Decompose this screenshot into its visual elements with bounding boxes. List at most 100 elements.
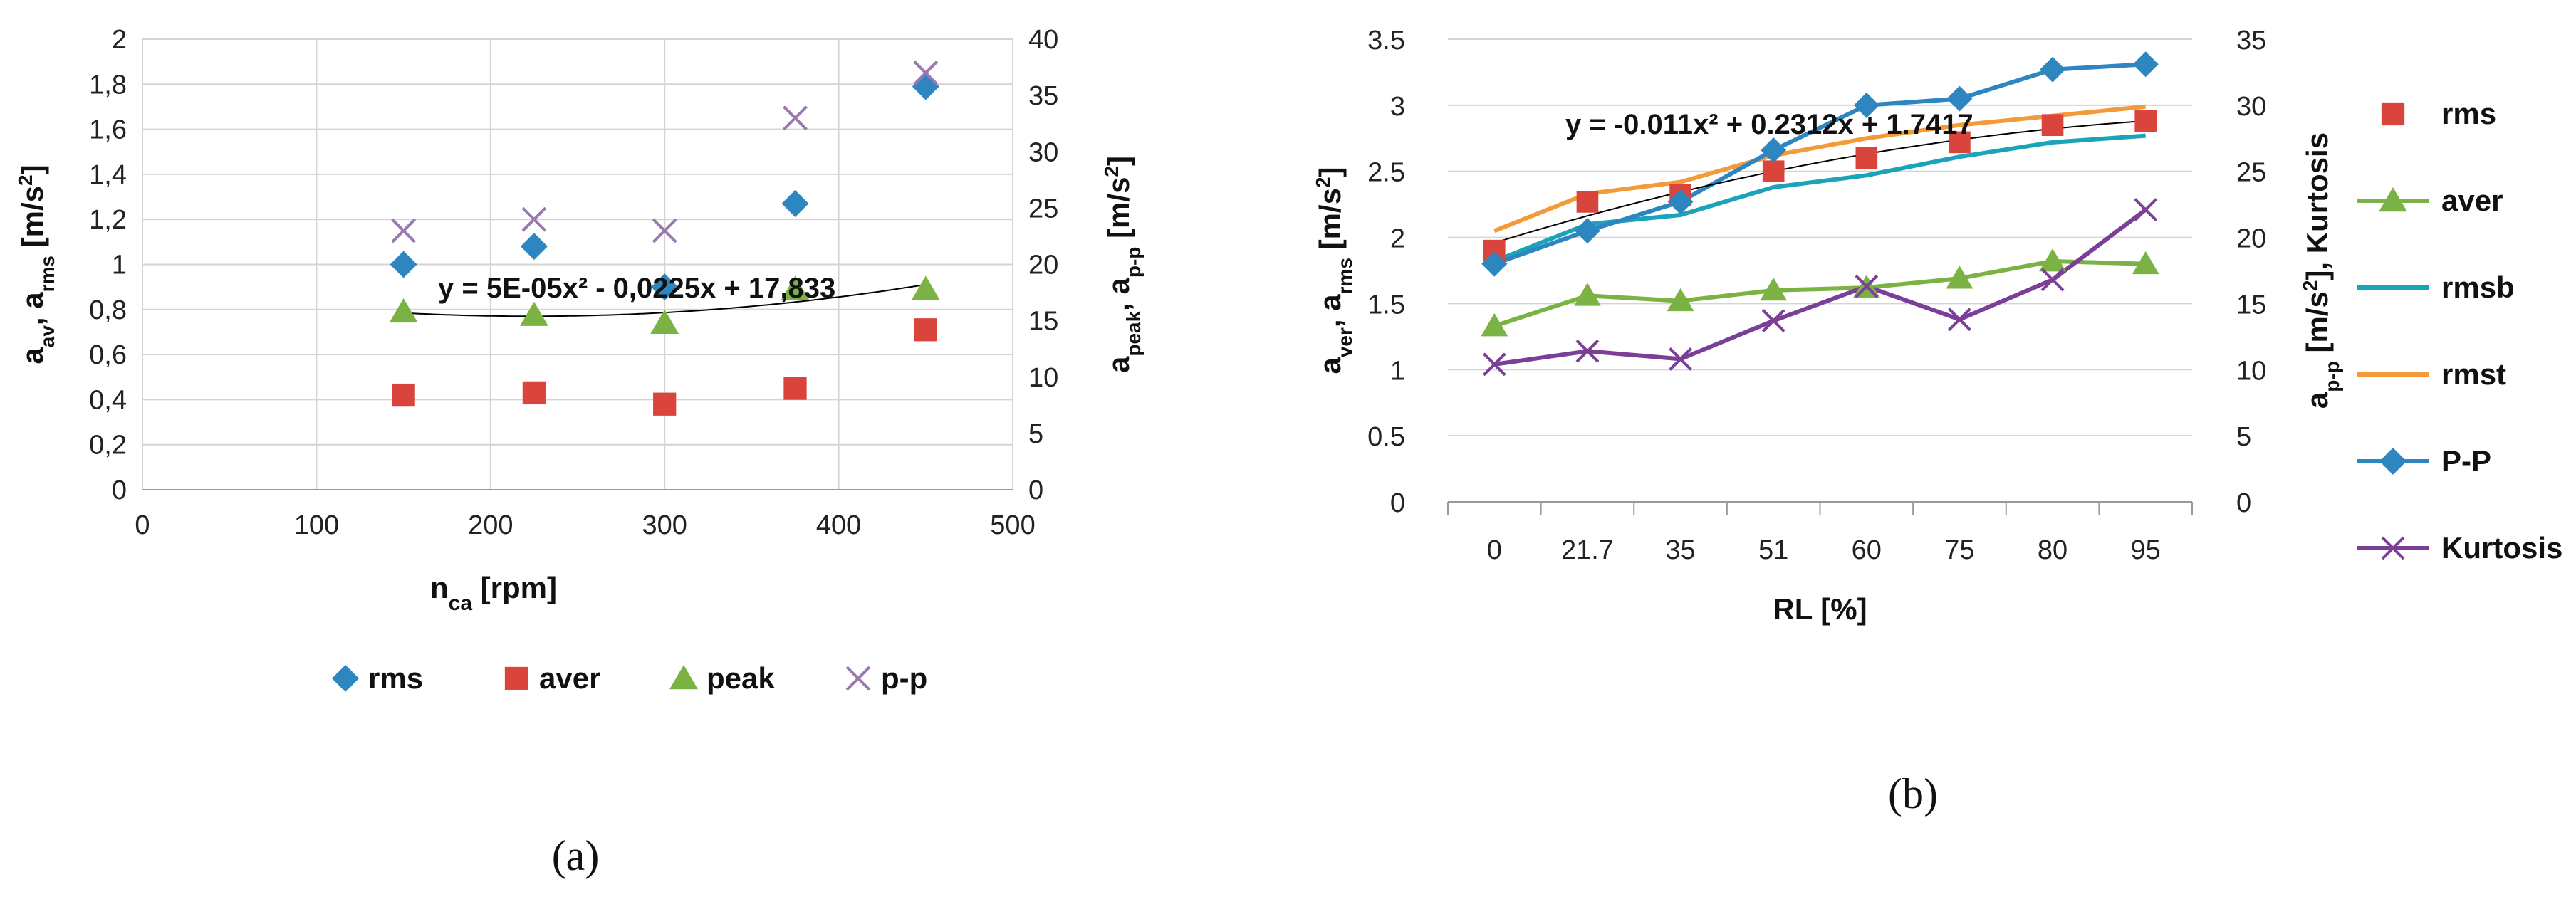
y-right-tick-label: 5 — [1028, 419, 1043, 449]
y-left-tick-label: 3.5 — [1367, 26, 1405, 56]
y-left-tick-label: 0,2 — [89, 431, 127, 461]
legend-marker-Kurtosis — [2381, 536, 2405, 560]
y-right-axis-title-part: a — [1102, 356, 1135, 373]
y-right-axis-title-part: [m/s — [1102, 177, 1135, 247]
series-line-P-P — [1493, 62, 2146, 266]
data-point-aver — [392, 383, 415, 407]
y-right-axis-title: ap-p [m/s2], Kurtosis — [2299, 132, 2343, 409]
data-point-rms — [1762, 160, 1785, 183]
series-line-aver — [1493, 259, 2146, 328]
legend-marker-rms — [332, 665, 359, 692]
data-point-Kurtosis-stroke-2 — [1948, 308, 1971, 332]
y-right-axis-title-part: peak — [1122, 310, 1144, 356]
data-point-aver — [522, 381, 546, 405]
y-left-tick-label: 1,8 — [89, 70, 127, 100]
y-left-axis-title-part: [m/s — [1313, 188, 1347, 258]
y-left-tick-label: 0 — [1390, 488, 1405, 518]
data-point-p-p-stroke-2 — [391, 218, 417, 243]
data-point-Kurtosis-stroke-2 — [1669, 347, 1692, 371]
data-point-p-p — [913, 61, 939, 85]
legend-label-rmst: rmst — [2441, 357, 2506, 391]
data-point-p-p-stroke-2 — [521, 206, 547, 232]
data-point-P-P — [2040, 56, 2066, 83]
data-point-Kurtosis-stroke-2 — [2040, 268, 2065, 292]
y-right-axis-title-part: ], Kurtosis — [2300, 132, 2334, 280]
y-right-tick-label: 20 — [2236, 224, 2266, 254]
data-point-Kurtosis-stroke-2 — [1761, 309, 1785, 332]
data-point-aver — [2132, 251, 2159, 275]
x-axis-title-main: n — [430, 571, 449, 604]
y-left-tick-label: 1,4 — [89, 160, 127, 190]
data-point-p-p — [521, 206, 547, 232]
data-point-aver — [2039, 248, 2066, 272]
data-point-Kurtosis — [1575, 339, 1600, 363]
y-right-axis-title-part: 2 — [1100, 166, 1122, 177]
data-point-rms — [912, 73, 939, 100]
data-point-Kurtosis-stroke-2 — [1575, 339, 1600, 363]
data-point-aver — [1481, 313, 1508, 337]
data-point-P-P — [1761, 137, 1787, 163]
y-right-tick-label: 25 — [2236, 158, 2266, 188]
y-right-axis-title-part: p-p — [2321, 361, 2343, 392]
data-point-rms — [1855, 147, 1878, 169]
y-left-axis-title-part: 2 — [14, 174, 36, 186]
y-left-tick-label: 1,6 — [89, 115, 127, 145]
data-point-Kurtosis-stroke-2 — [1482, 352, 1506, 377]
panel-label-b: (b) — [1888, 770, 1938, 817]
data-point-P-P — [2132, 51, 2159, 78]
y-left-tick-label: 3 — [1390, 92, 1405, 122]
y-left-axis-title-part: a — [16, 347, 49, 364]
data-point-p-p-stroke-2 — [652, 218, 677, 243]
legend-label-p-p: p-p — [881, 661, 927, 695]
y-left-axis-title: aav, arms [m/s2] — [14, 164, 58, 364]
data-point-aver — [1574, 283, 1601, 306]
y-right-axis-title-part: 2 — [2299, 280, 2321, 292]
y-right-tick-label: 5 — [2236, 422, 2251, 452]
x-tick-label: 80 — [2038, 535, 2067, 565]
y-left-axis-title-part: ] — [1313, 167, 1347, 177]
data-point-peak — [389, 298, 418, 323]
y-left-axis-title-part: ver — [1334, 327, 1356, 357]
legend-marker-Kurtosis-stroke-2 — [2381, 536, 2405, 560]
x-tick-label: 35 — [1665, 535, 1695, 565]
y-right-axis-title-part: [m/s — [2300, 291, 2334, 361]
y-right-axis-title: apeak, ap-p [m/s2] — [1100, 156, 1144, 373]
panel-label-a: (a) — [552, 832, 600, 879]
data-point-p-p-stroke-2 — [783, 105, 808, 131]
x-tick-label: 95 — [2131, 535, 2161, 565]
x-tick-label: 0 — [1487, 535, 1502, 565]
legend-marker-P-P — [2379, 448, 2406, 475]
legend-marker-p-p-stroke-2 — [845, 666, 871, 691]
legend-marker-rms — [2381, 102, 2405, 126]
series-line-Kurtosis — [1493, 208, 2147, 367]
data-point-aver — [1946, 266, 1973, 289]
data-point-Kurtosis — [1948, 308, 1971, 332]
data-point-aver — [1667, 288, 1694, 312]
series-line-rmsb — [1493, 133, 2146, 263]
y-left-tick-label: 1 — [1390, 356, 1405, 386]
y-left-axis-title-part: a — [1313, 357, 1347, 374]
y-left-axis-title: aver, arms [m/s2] — [1312, 167, 1356, 374]
y-left-tick-label: 1.5 — [1367, 290, 1405, 320]
x-tick-label: 60 — [1852, 535, 1882, 565]
y-left-tick-label: 0,6 — [89, 340, 127, 370]
y-left-tick-label: 1 — [112, 251, 127, 280]
legend-label-Kurtosis: Kurtosis — [2441, 531, 2562, 564]
x-tick-label: 500 — [990, 510, 1035, 540]
data-point-P-P — [1574, 218, 1600, 244]
y-right-tick-label: 15 — [2236, 290, 2266, 320]
data-point-peak — [519, 301, 548, 326]
y-right-tick-label: 30 — [1028, 137, 1058, 167]
y-right-axis-title-part: p-p — [1122, 247, 1144, 278]
x-axis-title-sub: ca — [449, 592, 473, 615]
data-point-P-P — [1667, 189, 1694, 215]
y-left-axis-title-part: rms — [1334, 258, 1356, 294]
y-right-tick-label: 10 — [2236, 356, 2266, 386]
x-tick-label: 21.7 — [1561, 535, 1614, 565]
data-point-aver — [783, 377, 807, 400]
y-right-tick-label: 35 — [2236, 26, 2266, 56]
trendline — [1493, 120, 2146, 244]
x-tick-label: 400 — [816, 510, 861, 540]
data-point-rms — [390, 251, 417, 278]
